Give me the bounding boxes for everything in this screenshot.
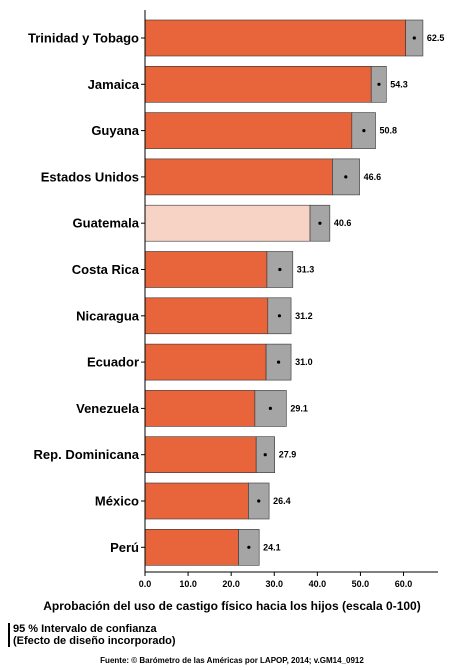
value-label-mexico: 26.4 bbox=[273, 496, 291, 506]
point-estimate-mexico bbox=[257, 499, 261, 503]
category-label-estados-unidos: Estados Unidos bbox=[41, 169, 139, 184]
chart-canvas: 62.5 54.3 50.8 46.6 40.6 31.3 31.2 31.0 29.1 27.9… bbox=[28, 10, 445, 613]
category-label-guatemala: Guatemala bbox=[73, 216, 140, 231]
point-estimate-rep-dominicana bbox=[263, 453, 267, 457]
point-estimate-nicaragua bbox=[277, 314, 282, 318]
point-estimate-peru bbox=[247, 545, 251, 549]
x-tick-label: 50.0 bbox=[352, 579, 370, 589]
x-tick-label: 40.0 bbox=[309, 579, 327, 589]
value-label-guyana: 50.8 bbox=[380, 126, 398, 136]
bar-costa-rica bbox=[144, 251, 268, 288]
point-estimate-estados-unidos bbox=[344, 175, 348, 179]
bar-nicaragua bbox=[144, 297, 269, 335]
value-label-estados-unidos: 46.6 bbox=[364, 172, 382, 182]
axis-layer: Trinidad y Tobago Jamaica Guyana Estados Un… bbox=[28, 10, 438, 589]
bar-guyana bbox=[144, 112, 353, 149]
value-label-nicaragua: 31.2 bbox=[295, 311, 313, 321]
x-tick-label: 20.0 bbox=[222, 579, 240, 589]
x-tick-label: 60.0 bbox=[395, 579, 413, 589]
value-label-rep-dominicana: 27.9 bbox=[279, 450, 297, 460]
x-tick-label: 30.0 bbox=[265, 579, 283, 589]
value-label-trinidad-y-tobago: 62.5 bbox=[427, 33, 445, 43]
bar-estados-unidos bbox=[144, 158, 333, 196]
point-estimate-venezuela bbox=[268, 406, 272, 410]
bar-jamaica bbox=[144, 66, 372, 103]
category-label-venezuela: Venezuela bbox=[76, 401, 140, 416]
point-estimate-guyana bbox=[362, 129, 366, 133]
category-label-jamaica: Jamaica bbox=[88, 77, 140, 92]
ci-legend-line1: 95 % Intervalo de confianza bbox=[13, 623, 157, 635]
bar-venezuela bbox=[144, 390, 256, 427]
bar-mexico bbox=[144, 482, 249, 520]
value-label-jamaica: 54.3 bbox=[390, 79, 408, 89]
value-label-venezuela: 29.1 bbox=[290, 403, 308, 413]
value-label-costa-rica: 31.3 bbox=[297, 265, 315, 275]
bar-peru bbox=[144, 528, 239, 566]
value-label-guatemala: 40.6 bbox=[334, 218, 352, 228]
x-axis-title: Aprobación del uso de castigo físico hac… bbox=[43, 599, 420, 613]
bar-ecuador bbox=[144, 343, 267, 381]
bar-guatemala bbox=[144, 204, 311, 242]
category-label-guyana: Guyana bbox=[91, 123, 139, 138]
x-tick-label: 0.0 bbox=[139, 579, 152, 589]
category-label-nicaragua: Nicaragua bbox=[76, 308, 140, 323]
point-estimate-trinidad-y-tobago bbox=[412, 36, 416, 40]
ci-legend-note: 95 % Intervalo de confianza (Efecto de d… bbox=[8, 623, 176, 647]
ci-legend-line2: (Efecto de diseño incorporado) bbox=[13, 635, 176, 647]
category-label-costa-rica: Costa Rica bbox=[72, 262, 140, 277]
category-label-ecuador: Ecuador bbox=[87, 355, 139, 370]
point-estimate-guatemala bbox=[318, 221, 322, 225]
point-estimate-costa-rica bbox=[278, 267, 282, 272]
source-note: Fuente: © Barómetro de las Américas por … bbox=[100, 656, 364, 665]
point-estimate-jamaica bbox=[377, 82, 381, 86]
x-tick-label: 10.0 bbox=[179, 579, 197, 589]
category-label-mexico: México bbox=[95, 494, 139, 509]
value-label-ecuador: 31.0 bbox=[295, 357, 313, 367]
value-label-peru: 24.1 bbox=[263, 542, 281, 552]
category-label-peru: Perú bbox=[110, 540, 139, 555]
category-label-rep-dominicana: Rep. Dominicana bbox=[34, 447, 140, 462]
category-label-trinidad-y-tobago: Trinidad y Tobago bbox=[28, 31, 139, 46]
bar-rep-dominicana bbox=[144, 436, 257, 474]
point-estimate-ecuador bbox=[276, 360, 281, 364]
bar-trinidad-y-tobago bbox=[144, 19, 406, 57]
ci-box-estados-unidos bbox=[332, 158, 360, 196]
bars-layer: 62.5 54.3 50.8 46.6 40.6 31.3 31.2 31.0 29.1 27.9… bbox=[144, 19, 445, 566]
